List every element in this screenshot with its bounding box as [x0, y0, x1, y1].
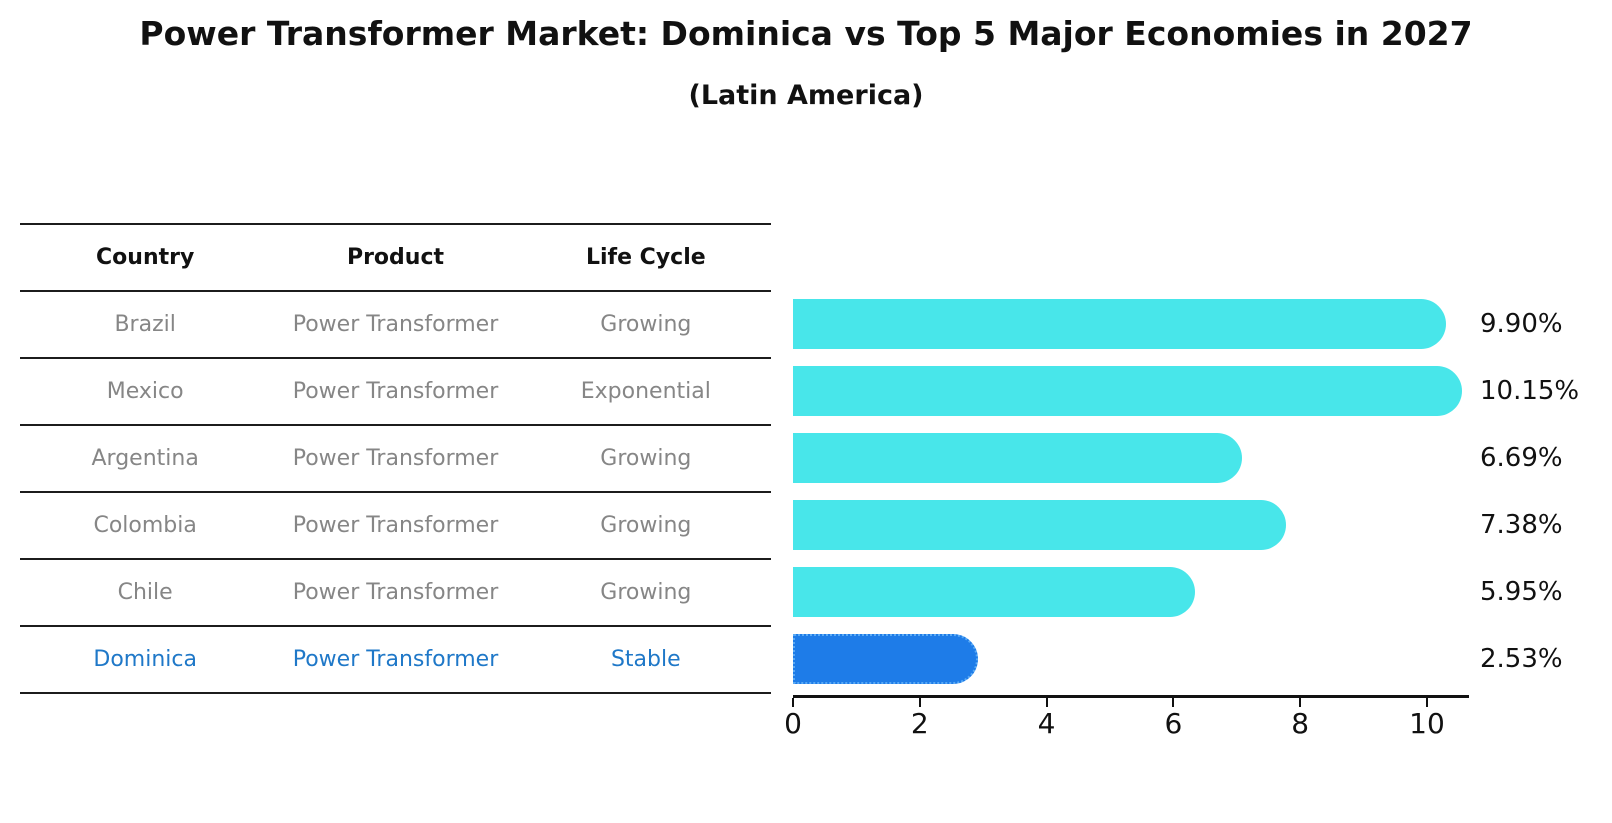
table-row: Argentina Power Transformer Growing: [20, 426, 771, 493]
x-tick-mark: [1045, 698, 1048, 707]
bar-value-label: 6.69%: [1480, 442, 1563, 473]
x-tick-label: 8: [1291, 707, 1310, 740]
table-row: Colombia Power Transformer Growing: [20, 493, 771, 560]
cell-product: Power Transformer: [292, 580, 499, 605]
x-tick-mark: [1299, 698, 1302, 707]
cell-life-cycle: Growing: [600, 580, 692, 605]
bar: [793, 432, 1243, 483]
bar-value-label: 7.38%: [1480, 509, 1563, 540]
market-table: Country Product Life Cycle Brazil Power …: [20, 223, 771, 694]
cell-country: Dominica: [93, 647, 197, 672]
bar-value-label: 10.15%: [1480, 375, 1580, 406]
table-row-highlighted: Dominica Power Transformer Stable: [20, 627, 771, 694]
cell-product: Power Transformer: [292, 446, 499, 471]
table-row: Mexico Power Transformer Exponential: [20, 359, 771, 426]
bar-value-label: 5.95%: [1480, 576, 1563, 607]
bar: [793, 566, 1196, 617]
cell-life-cycle: Growing: [600, 312, 692, 337]
cell-country: Colombia: [93, 513, 197, 538]
cell-life-cycle: Growing: [600, 446, 692, 471]
x-tick-label: 10: [1409, 707, 1445, 740]
cell-country: Mexico: [106, 379, 184, 404]
x-tick-mark: [1172, 698, 1175, 707]
bar: [793, 365, 1462, 416]
cell-life-cycle: Stable: [610, 647, 681, 672]
table-row: Brazil Power Transformer Growing: [20, 292, 771, 359]
x-tick-label: 4: [1037, 707, 1056, 740]
table-row: Chile Power Transformer Growing: [20, 560, 771, 627]
column-header-country: Country: [96, 245, 195, 270]
cell-product: Power Transformer: [292, 312, 499, 337]
cell-country: Chile: [117, 580, 173, 605]
page-title: Power Transformer Market: Dominica vs To…: [139, 14, 1473, 53]
cell-product: Power Transformer: [292, 379, 499, 404]
page-subtitle: (Latin America): [688, 80, 924, 111]
cell-country: Brazil: [114, 312, 176, 337]
cell-product: Power Transformer: [292, 647, 499, 672]
bar-highlighted: [793, 633, 979, 684]
column-header-product: Product: [346, 245, 445, 270]
bar: [793, 298, 1446, 349]
cell-life-cycle: Growing: [600, 513, 692, 538]
bar-value-label: 2.53%: [1480, 643, 1563, 674]
cell-country: Argentina: [91, 446, 199, 471]
cell-product: Power Transformer: [292, 513, 499, 538]
x-tick-label: 2: [910, 707, 929, 740]
x-axis-line: [793, 695, 1469, 698]
bar-chart-plot-area: 9.90% 10.15% 6.69% 7.38% 5.95% 2.53% 0 2…: [784, 289, 1579, 740]
table-header-row: Country Product Life Cycle: [20, 225, 771, 292]
bar: [793, 499, 1286, 550]
x-tick-label: 6: [1164, 707, 1183, 740]
cell-life-cycle: Exponential: [580, 379, 711, 404]
x-tick-label: 0: [784, 707, 802, 740]
x-tick-mark: [792, 698, 794, 707]
x-tick-mark: [918, 698, 921, 707]
column-header-life-cycle: Life Cycle: [585, 245, 706, 270]
x-tick-mark: [1426, 698, 1428, 707]
bar-value-label: 9.90%: [1480, 308, 1563, 339]
